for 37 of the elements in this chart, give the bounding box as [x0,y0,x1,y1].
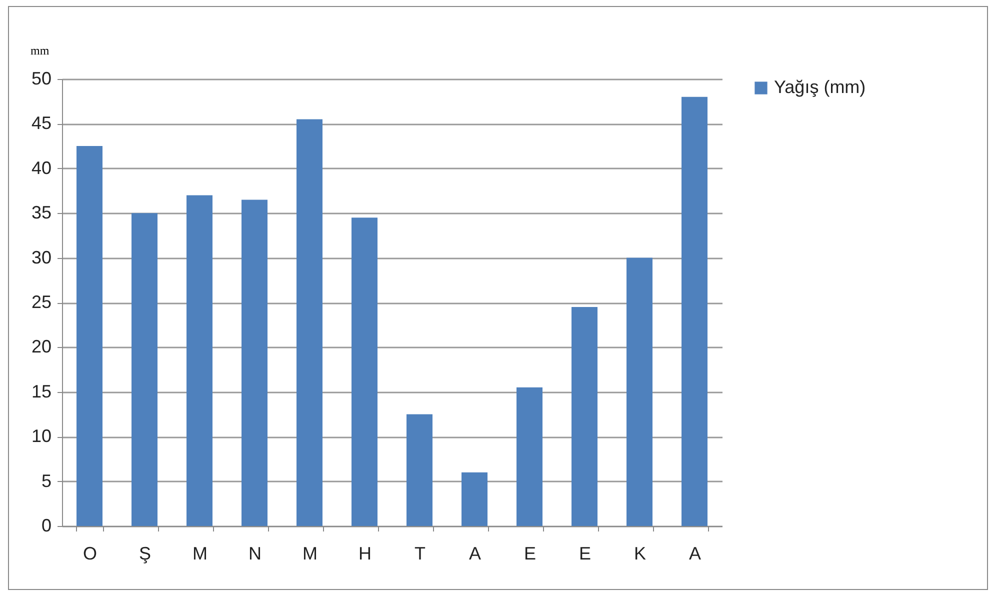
y-tick-label: 50 [31,68,52,88]
x-tick-label: T [414,544,426,564]
bar [682,96,708,526]
x-tick-label: A [688,544,702,564]
x-tick-label: A [468,544,482,564]
y-tick-label: 20 [31,336,52,357]
x-tick-label: E [524,544,536,564]
y-axis-title: mm [30,44,50,58]
bar [242,200,268,526]
y-tick-label: 5 [41,470,52,491]
bar [132,213,158,526]
bar [186,195,212,526]
bar [516,387,542,526]
x-tick-label: O [82,544,98,564]
x-tick-label: E [578,544,592,564]
x-tick-label: N [248,544,262,564]
x-tick-label: K [634,544,646,564]
y-tick-label: 35 [31,202,52,223]
y-tick-label: 25 [31,292,52,312]
y-tick-label: 15 [31,381,52,402]
y-tick-label: 30 [31,247,52,268]
x-tick-label: M [192,544,208,564]
x-tick-label: H [358,544,372,564]
y-tick-label: 40 [31,158,52,178]
bar [462,472,488,526]
bar [296,119,322,526]
y-tick-label: 45 [31,113,52,134]
x-tick-label: Ş [138,544,152,564]
bar [352,218,378,526]
bar [572,306,598,526]
y-tick-label: 0 [41,516,52,536]
x-tick-label: M [302,544,318,564]
bar [76,146,102,526]
legend-label: Yağış (mm) [774,77,866,97]
bar [626,258,652,526]
y-tick-label: 10 [31,426,52,446]
bar [406,414,432,526]
